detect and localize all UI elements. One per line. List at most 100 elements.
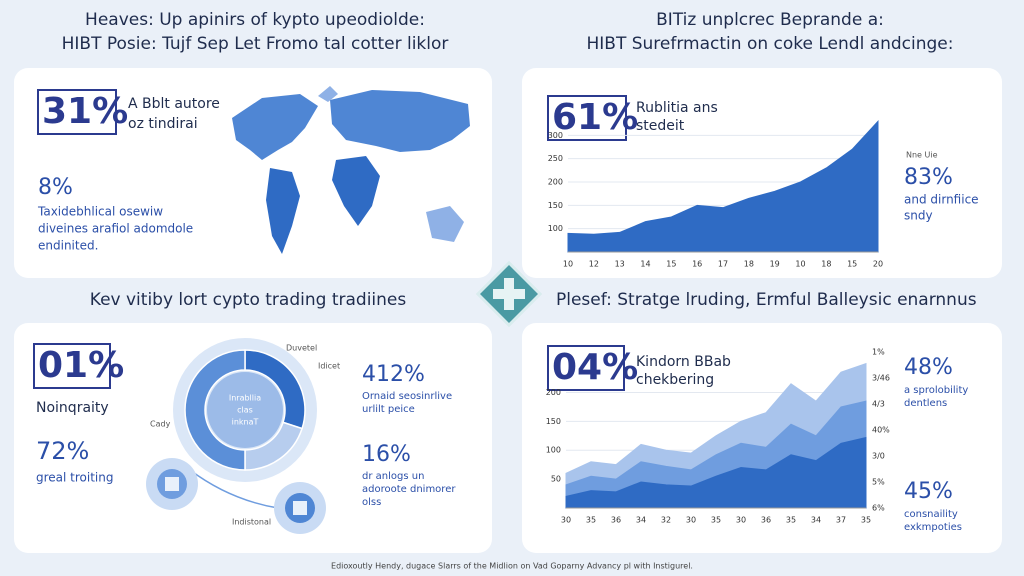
y-tick-label: 300: [548, 131, 563, 140]
label: Duvetel: [286, 344, 317, 353]
right-label: 5%: [872, 478, 885, 487]
text: endinited.: [38, 239, 98, 253]
x-tick-label: 30: [736, 516, 746, 525]
caption: stedeit: [636, 118, 685, 134]
label: Cady: [150, 420, 171, 429]
x-tick-label: 35: [711, 516, 721, 525]
big-stat: 04%: [552, 347, 638, 388]
x-tick-label: 36: [761, 516, 771, 525]
side-label: Nne Uie: [906, 151, 938, 160]
caption: oz tindirai: [128, 116, 198, 132]
text: olss: [362, 497, 381, 508]
right-label: 1%: [872, 348, 885, 357]
x-tick-label: 34: [811, 516, 821, 525]
x-tick-label: 18: [821, 260, 831, 269]
footer: Edioxoutly Hendy, dugace Slarrs of the M…: [331, 562, 693, 571]
area-chart: 100 150 200 250 300 10 12 13 14 15 16 17 18 19 10 18 15 2…: [548, 120, 883, 269]
x-tick-label: 32: [661, 516, 671, 525]
text: sndy: [904, 209, 933, 223]
stat: 45%: [904, 479, 953, 504]
x-tick-label: 20: [873, 260, 883, 269]
y-tick-label: 100: [546, 446, 561, 455]
caption: Kindorn BBab: [636, 354, 731, 370]
x-tick-label: 34: [636, 516, 646, 525]
x-tick-label: 35: [586, 516, 596, 525]
right-label: 40%: [872, 426, 890, 435]
x-tick-label: 12: [589, 260, 599, 269]
connector-icons: [146, 458, 326, 534]
y-tick-label: 200: [548, 178, 563, 187]
caption: A Bblt autore: [128, 96, 220, 112]
y-tick-label: 250: [548, 154, 563, 163]
x-tick-label: 15: [847, 260, 857, 269]
center-text: inknaT: [232, 418, 259, 427]
x-tick-label: 37: [836, 516, 846, 525]
heading: HIBT Surefrmactin on coke Lendl andcinge…: [586, 34, 953, 54]
text: and dirnfiice: [904, 193, 979, 207]
x-tick-label: 10: [563, 260, 573, 269]
x-tick-label: 15: [666, 260, 676, 269]
right-label: 3/46: [872, 374, 890, 383]
donut: [184, 349, 306, 471]
x-tick-label: 30: [686, 516, 696, 525]
label: Idicet: [318, 362, 340, 371]
stat: 72%: [36, 437, 89, 465]
area-chart: 50 100 150 200 30 35 36 34 32 30 35 30 36 35 34 37 35 1% 3…: [546, 348, 890, 525]
heading: Plesef: Stratge lruding, Ermful Balleysi…: [556, 290, 977, 310]
area: [565, 436, 867, 509]
heading: Heaves: Up apinirs of kypto upeodiolde:: [85, 10, 425, 30]
x-tick-label: 36: [611, 516, 621, 525]
stat-box: [37, 89, 117, 135]
y-tick-label: 200: [546, 388, 561, 397]
caption: chekbering: [636, 372, 714, 388]
text: dr anlogs un: [362, 471, 424, 482]
stat: 412%: [362, 362, 425, 387]
stat-box: [547, 345, 625, 391]
x-tick-label: 10: [795, 260, 805, 269]
right-label: 3/0: [872, 452, 885, 461]
heading: BITiz unplcrec Beprande a:: [656, 10, 884, 30]
x-tick-label: 14: [640, 260, 650, 269]
x-tick-label: 18: [744, 260, 754, 269]
text: a sprolobility: [904, 385, 968, 396]
x-tick-label: 35: [861, 516, 871, 525]
caption: Noinqraity: [36, 400, 109, 416]
stat: 16%: [362, 442, 411, 467]
right-label: 4/3: [872, 400, 885, 409]
x-tick-label: 16: [692, 260, 702, 269]
text: exkmpoties: [904, 522, 962, 533]
center-text: Inrabllia: [229, 394, 261, 403]
text: greal troiting: [36, 471, 113, 485]
stat: 8%: [38, 175, 73, 200]
stat: 48%: [904, 355, 953, 380]
heading: Kev vitiby lort cypto trading tradiines: [90, 290, 407, 310]
area: [567, 120, 879, 253]
y-tick-label: 150: [548, 201, 563, 210]
y-tick-label: 100: [548, 224, 563, 233]
center-text: clas: [237, 406, 253, 415]
x-tick-label: 19: [770, 260, 780, 269]
donut-center: [207, 372, 283, 448]
x-tick-label: 35: [786, 516, 796, 525]
big-stat: 31%: [42, 91, 128, 132]
right-label: 6%: [872, 504, 885, 513]
stat-box: [33, 343, 111, 389]
text: Taxidebhlical osewiw: [37, 205, 163, 219]
diamond-icon: [475, 260, 543, 328]
text: Ornaid seosinrlive: [362, 391, 452, 402]
x-tick-label: 13: [615, 260, 625, 269]
text: diveines arafiol adomdole: [38, 222, 193, 236]
heading: HIBT Posie: Tujf Sep Let Fromo tal cotte…: [62, 34, 449, 54]
donut-segment: [184, 349, 246, 471]
caption: Rublitia ans: [636, 100, 718, 116]
stat: 83%: [904, 165, 953, 190]
y-tick-label: 50: [551, 475, 561, 484]
text: urlilt peice: [362, 404, 415, 415]
text: adoroote dnimorer: [362, 484, 456, 495]
world-map: [232, 86, 470, 254]
y-tick-label: 150: [546, 417, 561, 426]
big-stat: 61%: [552, 97, 638, 138]
label: Indistonal: [232, 518, 271, 527]
x-tick-label: 30: [561, 516, 571, 525]
